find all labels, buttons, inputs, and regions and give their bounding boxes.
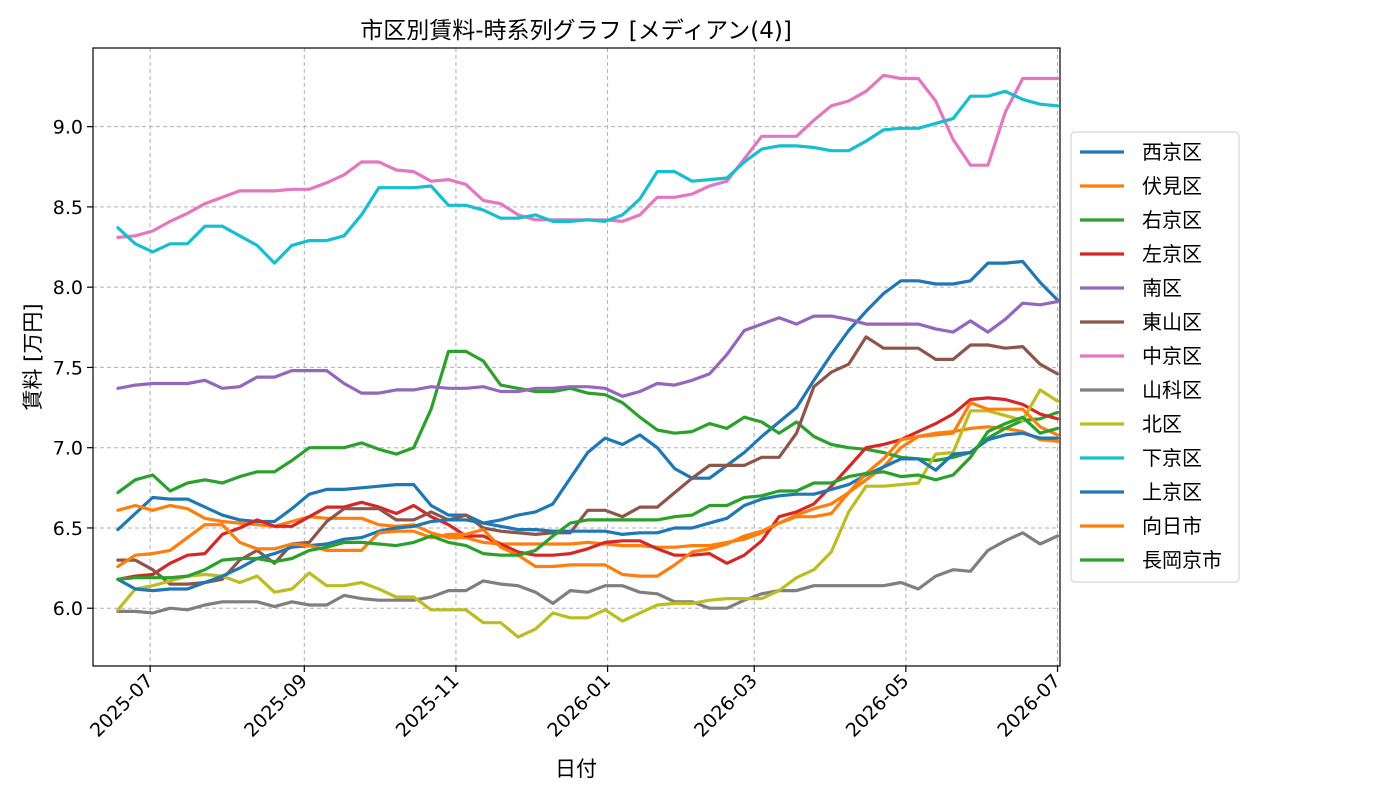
legend-label: 左京区 [1142, 242, 1202, 266]
y-tick-label: 8.0 [53, 277, 83, 299]
legend-label: 中京区 [1142, 344, 1202, 368]
y-tick-label: 6.0 [53, 598, 83, 620]
legend-label: 下京区 [1142, 446, 1202, 470]
legend-label: 北区 [1142, 412, 1182, 436]
series-line-10 [116, 431, 1060, 593]
series-line-8 [116, 388, 1060, 639]
y-tick-label: 9.0 [53, 117, 83, 139]
legend-label: 南区 [1142, 276, 1182, 300]
series-line-12 [116, 415, 1060, 581]
series-line-0 [116, 259, 1060, 532]
y-tick-label: 7.0 [53, 438, 83, 460]
legend-label: 東山区 [1142, 310, 1202, 334]
x-axis-label: 日付 [555, 757, 597, 781]
chart-title: 市区別賃料-時系列グラフ [メディアン(4)] [360, 18, 792, 44]
legend-label: 上京区 [1142, 480, 1202, 504]
legend-label: 伏見区 [1142, 174, 1202, 198]
series-layer [116, 73, 1060, 639]
y-tick-label: 8.5 [53, 197, 83, 219]
y-tick-label: 6.5 [53, 518, 83, 540]
legend-label: 右京区 [1142, 208, 1202, 232]
legend-label: 西京区 [1142, 140, 1202, 164]
series-line-4 [116, 300, 1060, 398]
series-line-7 [116, 531, 1060, 615]
y-axis: 6.0 6.5 7.0 7.5 8.0 8.5 9.0 [53, 117, 93, 620]
legend-label: 向日市 [1142, 514, 1202, 538]
legend-label: 長岡京市 [1142, 548, 1222, 572]
legend-frame [1070, 131, 1240, 583]
grid-layer [93, 48, 1060, 666]
legend-label: 山科区 [1142, 378, 1202, 402]
y-axis-label: 賃料 [万円] [21, 303, 45, 410]
plot-frame [92, 47, 1061, 667]
series-line-11 [116, 401, 1060, 578]
series-line-9 [116, 89, 1060, 265]
y-tick-label: 7.5 [53, 357, 83, 379]
